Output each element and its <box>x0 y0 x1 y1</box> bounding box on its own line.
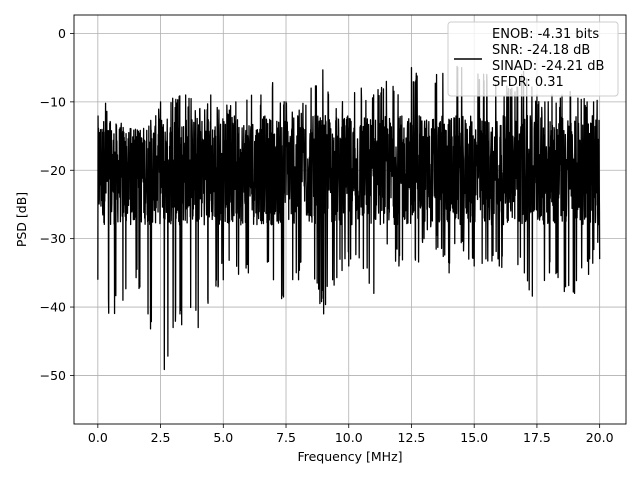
y-tick-label: −10 <box>40 94 66 109</box>
x-tick-label: 20.0 <box>586 430 614 445</box>
legend-entry-text: SFDR: 0.31 <box>492 75 564 90</box>
y-tick-label: −30 <box>40 231 66 246</box>
x-tick-label: 2.5 <box>151 430 171 445</box>
x-tick-label: 12.5 <box>398 430 426 445</box>
axis-ticks: 0.0 2.5 5.0 7.5 10.0 12.5 15.0 17.5 20.0 0 −10 −20 −… <box>40 26 614 445</box>
x-tick-label: 7.5 <box>276 430 296 445</box>
legend-entry-text: ENOB: -4.31 bits <box>492 27 599 42</box>
psd-line <box>97 65 601 371</box>
plot-area-frame <box>73 14 627 425</box>
x-axis-label: Frequency [MHz] <box>297 449 402 464</box>
y-tick-label: −50 <box>40 368 66 383</box>
x-tick-label: 15.0 <box>460 430 488 445</box>
legend-entry-text: SINAD: -24.21 dB <box>492 59 604 74</box>
legend-entry-text: SNR: -24.18 dB <box>492 43 590 58</box>
y-tick-label: −40 <box>40 300 66 315</box>
psd-series <box>97 65 601 371</box>
y-axis-label: PSD [dB] <box>14 192 29 247</box>
x-tick-label: 10.0 <box>335 430 363 445</box>
y-tick-label: −20 <box>40 163 66 178</box>
x-tick-label: 0.0 <box>88 430 108 445</box>
x-tick-label: 5.0 <box>213 430 233 445</box>
y-tick-label: 0 <box>58 26 66 41</box>
legend-box <box>447 21 619 97</box>
x-tick-label: 17.5 <box>523 430 551 445</box>
